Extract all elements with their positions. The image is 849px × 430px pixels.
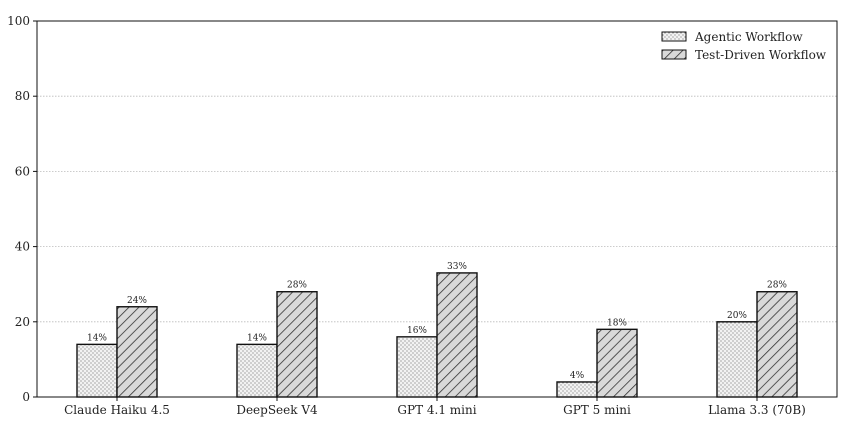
x-tick-label: GPT 5 mini	[563, 403, 631, 417]
bar-value-label: 16%	[407, 326, 427, 336]
legend: Agentic Workflow Test-Driven Workflow	[661, 30, 827, 62]
y-tick-label: 100	[7, 14, 30, 28]
test-driven-bar	[116, 306, 158, 398]
bars	[76, 272, 798, 398]
data-labels: 14% 24% 14% 28% 16% 33% 4% 18% 20% 28%	[87, 262, 787, 381]
test-driven-bar	[276, 291, 318, 398]
legend-label: Test-Driven Workflow	[695, 48, 827, 62]
x-tick-label: DeepSeek V4	[236, 403, 318, 417]
bar-value-label: 20%	[727, 311, 747, 321]
bar-value-label: 28%	[767, 281, 787, 291]
y-tick-label: 60	[15, 164, 30, 178]
legend-label: Agentic Workflow	[694, 30, 803, 44]
y-tick-label: 40	[15, 240, 30, 254]
x-tick-label: GPT 4.1 mini	[397, 403, 476, 417]
y-tick-label: 0	[22, 390, 30, 404]
x-tick-label: Claude Haiku 4.5	[64, 403, 170, 417]
x-tick-label: Llama 3.3 (70B)	[708, 403, 806, 417]
agentic-legend-swatch	[661, 31, 687, 42]
axes: 0 20 40 60 80 100 Claude Haiku 4.5 DeepSeek V4 G…	[7, 14, 838, 417]
bar-value-label: 18%	[607, 318, 627, 328]
agentic-bar	[556, 381, 598, 398]
test-driven-legend-swatch	[661, 49, 687, 60]
plot-frame	[36, 20, 838, 398]
agentic-bar	[396, 336, 438, 398]
bar-value-label: 28%	[287, 281, 307, 291]
agentic-bar	[76, 343, 118, 398]
test-driven-bar	[756, 291, 798, 398]
bar-value-label: 4%	[570, 371, 585, 381]
agentic-bar	[236, 343, 278, 398]
bar-value-label: 14%	[87, 333, 107, 343]
y-tick-label: 20	[15, 315, 30, 329]
bar-value-label: 24%	[127, 296, 147, 306]
bar-value-label: 14%	[247, 333, 267, 343]
test-driven-bar	[596, 328, 638, 398]
y-tick-label: 80	[15, 89, 30, 103]
bar-value-label: 33%	[447, 262, 467, 272]
test-driven-bar	[436, 272, 478, 398]
agentic-bar	[716, 321, 758, 398]
